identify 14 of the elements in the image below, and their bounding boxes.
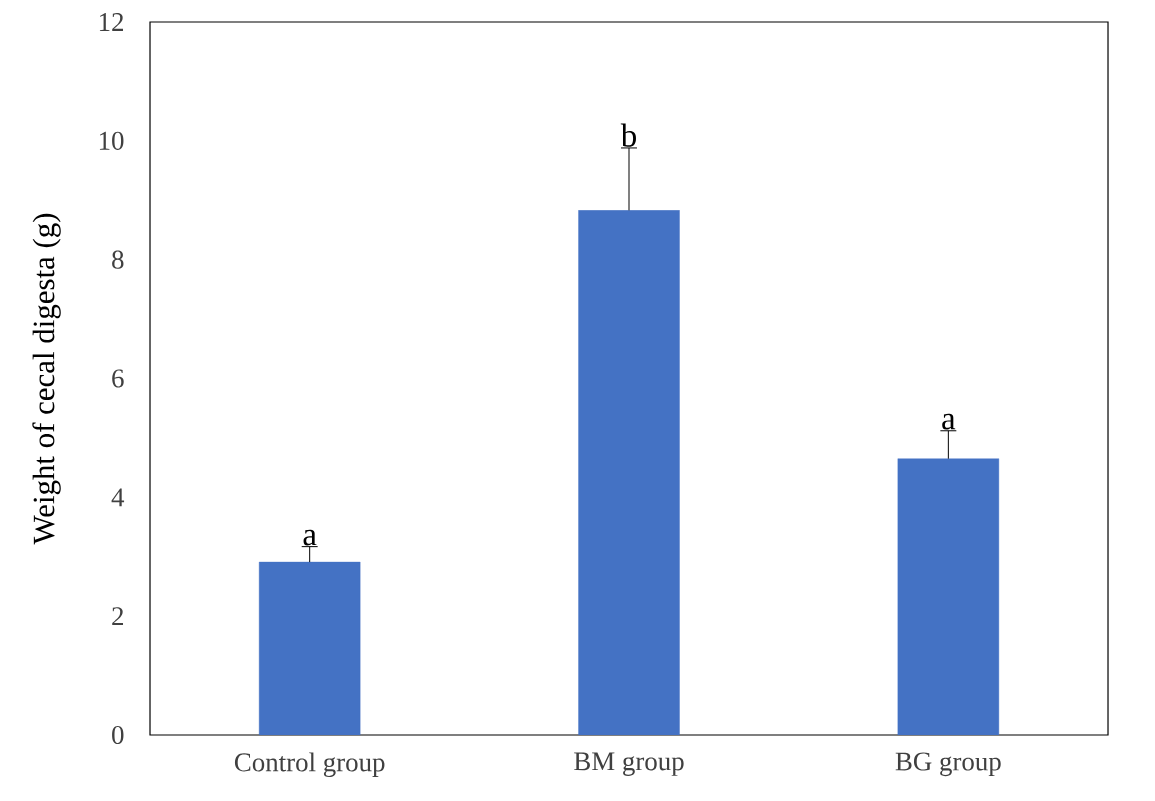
annotation: a: [942, 413, 956, 430]
y-tick-label: 12: [99, 13, 124, 31]
y-tick-label: 4: [111, 488, 125, 507]
annotation: b: [620, 123, 636, 147]
x-tick-label: BG group: [895, 752, 1001, 777]
y-tick-label: 8: [112, 250, 124, 269]
y-tick-label: 0: [112, 725, 124, 745]
x-tick-label: Control group: [234, 752, 385, 777]
x-tick-label: BM group: [574, 752, 684, 776]
annotation: a: [303, 529, 317, 546]
y-tick-label: 2: [112, 607, 124, 626]
y-tick-label: 6: [112, 369, 124, 388]
y-tick-label: 10: [99, 131, 124, 150]
y-axis-title: Weight of cecal digesta (g): [32, 213, 61, 545]
